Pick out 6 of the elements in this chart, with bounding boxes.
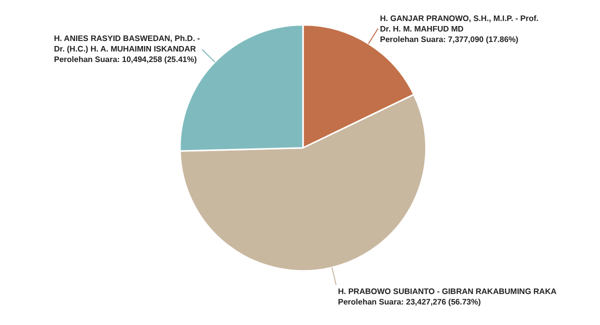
slice-label: H. ANIES RASYID BASWEDAN, Ph.D. - Dr. (H.C.) H. A. MUHAIMIN ISKANDAR (54, 34, 200, 54)
data-label: Perolehan Suara: 10,494,258 (25.41%) (54, 54, 198, 64)
slice-label: H. GANJAR PRANOWO, S.H., M.I.P. - Prof. Dr. H. M. MAHFUD MD (380, 14, 539, 34)
data-label: Perolehan Suara: 7,377,090 (17.86%) (380, 34, 519, 44)
data-label: Perolehan Suara: 23,427,276 (56.73%) (338, 297, 482, 306)
slice-label: H. PRABOWO SUBIANTO - GIBRAN RAKABUMING RAKA (338, 287, 557, 296)
